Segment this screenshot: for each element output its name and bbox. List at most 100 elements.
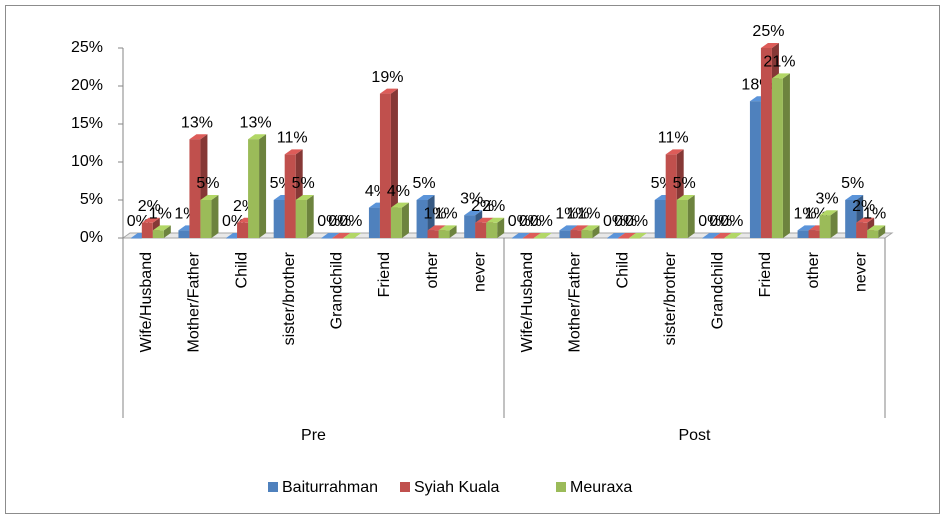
bar <box>511 238 523 239</box>
bar-top <box>321 233 340 238</box>
data-label: 4% <box>387 183 410 200</box>
data-label: 0% <box>709 213 732 230</box>
bar <box>570 230 582 238</box>
data-label: 5% <box>413 175 436 192</box>
bar-top <box>464 210 483 216</box>
bar <box>522 238 534 239</box>
data-label: 0% <box>603 213 626 230</box>
x-tick-label: Child <box>233 252 250 288</box>
bar-top <box>867 225 886 231</box>
bar <box>390 207 402 238</box>
data-label: 1% <box>424 206 447 223</box>
bar <box>321 238 333 239</box>
x-tick-label: sister/brother <box>281 251 298 345</box>
bar-side <box>163 225 171 238</box>
bar-top <box>702 233 721 238</box>
bar <box>438 230 450 238</box>
group-label: Pre <box>301 427 326 444</box>
bar <box>797 230 809 238</box>
bar <box>178 230 190 238</box>
bar <box>533 238 545 239</box>
bar <box>189 139 201 238</box>
bar-top <box>427 225 446 231</box>
data-label: 5% <box>673 175 696 192</box>
bar-top <box>797 225 816 231</box>
data-label: 1% <box>577 206 600 223</box>
data-label: 3% <box>460 190 483 207</box>
legend-label: Meuraxa <box>570 479 632 496</box>
bar <box>475 222 487 238</box>
bar-top <box>771 73 790 79</box>
data-label: 0% <box>519 213 542 230</box>
bar <box>856 222 868 238</box>
bar-top <box>200 195 219 200</box>
bar-top <box>284 149 303 155</box>
bar-side <box>592 225 600 238</box>
bar-top <box>438 225 457 231</box>
x-tick-label: Grandchild <box>710 252 727 329</box>
bar <box>152 230 164 238</box>
bar-top <box>152 225 171 231</box>
y-tick-label: 0% <box>80 229 103 246</box>
bar <box>607 238 619 239</box>
bar-top <box>570 225 589 231</box>
bar-top <box>760 43 779 48</box>
data-label: 0% <box>530 213 553 230</box>
bar-top <box>607 233 626 238</box>
data-label: 1% <box>555 206 578 223</box>
bar-top <box>189 134 208 140</box>
data-label: 0% <box>720 213 743 230</box>
data-label: 2% <box>852 198 875 215</box>
data-label: 1% <box>863 206 886 223</box>
bar-top <box>629 233 648 238</box>
data-label: 0% <box>508 213 531 230</box>
bar-side <box>878 225 886 238</box>
bar-side <box>497 217 505 238</box>
bar <box>629 238 641 239</box>
bar <box>464 215 476 238</box>
data-label: 0% <box>698 213 721 230</box>
bar-top <box>332 233 351 238</box>
x-tick-label: sister/brother <box>662 251 679 345</box>
bar <box>248 139 260 238</box>
bar-side <box>687 195 695 238</box>
x-tick-label: never <box>852 251 869 292</box>
legend-label: Syiah Kuala <box>414 479 499 496</box>
bar <box>237 222 249 238</box>
data-label: 0% <box>328 213 351 230</box>
x-tick-label: Wife/Husband <box>519 252 536 353</box>
x-tick-label: other <box>424 251 441 288</box>
data-label: 11% <box>277 130 308 147</box>
data-label: 0% <box>317 213 340 230</box>
bar <box>486 222 498 238</box>
bar-side <box>449 225 457 238</box>
bar <box>379 93 391 238</box>
data-label: 21% <box>763 54 795 71</box>
bar-top <box>618 233 637 238</box>
bar-top <box>559 225 578 231</box>
bar <box>416 200 428 238</box>
bar <box>819 215 831 238</box>
bar <box>618 238 630 239</box>
bar-top <box>665 149 684 155</box>
bar-top <box>486 217 505 223</box>
data-label: 1% <box>566 206 589 223</box>
bar-top <box>475 217 494 223</box>
bar <box>771 78 783 239</box>
bar <box>581 230 593 238</box>
x-tick-label: other <box>805 251 822 288</box>
bar-top <box>676 195 695 200</box>
data-label: 25% <box>752 23 784 40</box>
bar <box>273 200 285 238</box>
group-label: Post <box>678 427 711 444</box>
bar <box>343 238 355 239</box>
bar-top <box>343 233 362 238</box>
bar <box>749 101 761 238</box>
bar <box>332 238 344 239</box>
bar-top <box>248 134 267 140</box>
bar <box>724 238 736 239</box>
data-label: 2% <box>138 198 161 215</box>
bar <box>702 238 714 239</box>
legend-swatch <box>268 482 278 492</box>
data-label: 11% <box>658 130 689 147</box>
